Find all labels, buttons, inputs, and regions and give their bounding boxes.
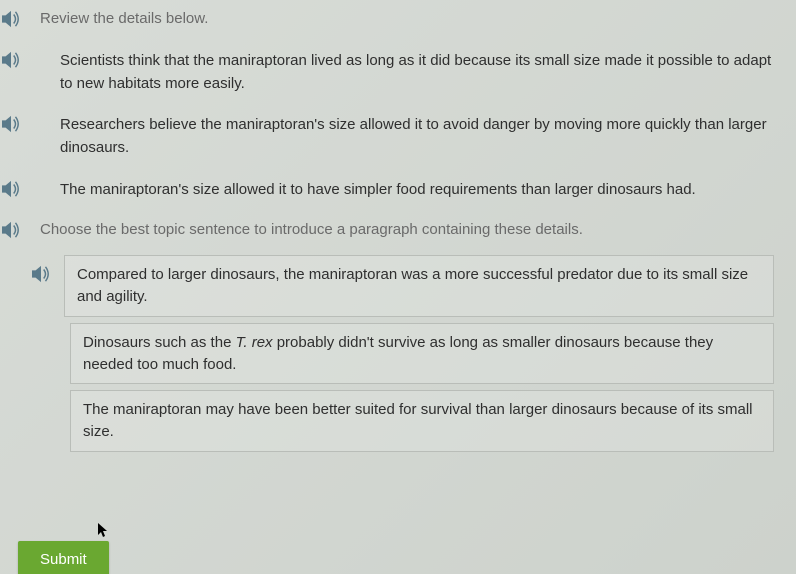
answer-choice[interactable]: Dinosaurs such as the T. rex probably di… xyxy=(70,323,774,385)
detail-text: The maniraptoran's size allowed it to ha… xyxy=(60,178,696,201)
detail-text: Scientists think that the maniraptoran l… xyxy=(60,49,774,96)
audio-icon[interactable] xyxy=(0,115,22,133)
detail-text: Researchers believe the maniraptoran's s… xyxy=(60,113,774,160)
audio-icon[interactable] xyxy=(0,51,22,69)
submit-button[interactable]: Submit xyxy=(18,541,109,574)
answer-choice[interactable]: The maniraptoran may have been better su… xyxy=(70,390,774,452)
audio-icon[interactable] xyxy=(0,10,22,28)
cursor-icon xyxy=(98,523,110,542)
audio-icon[interactable] xyxy=(0,221,22,239)
instruction-choose: Choose the best topic sentence to introd… xyxy=(40,219,583,242)
audio-icon[interactable] xyxy=(30,265,52,283)
instruction-review: Review the details below. xyxy=(40,8,208,31)
audio-icon[interactable] xyxy=(0,180,22,198)
answer-choice[interactable]: Compared to larger dinosaurs, the manira… xyxy=(64,255,774,317)
